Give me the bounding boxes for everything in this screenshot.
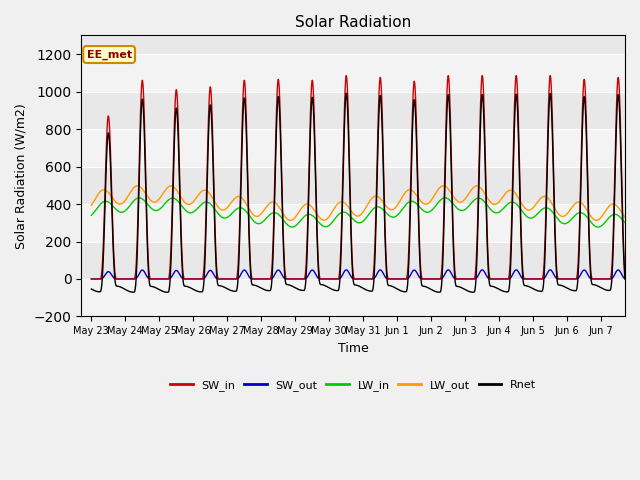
SW_in <box>342 73 350 79</box>
SW_out <box>557 276 565 282</box>
Line: LW_out: LW_out <box>92 186 635 220</box>
SW_out <box>623 276 631 282</box>
SW_out <box>527 276 534 282</box>
Rnet <box>558 283 566 288</box>
Rnet <box>527 285 535 290</box>
Bar <box>81 129 625 167</box>
LW_out <box>259 208 267 214</box>
SW_in <box>623 276 631 282</box>
SW_in <box>88 276 95 282</box>
SW_out <box>396 276 404 282</box>
SW_in <box>557 276 565 282</box>
LW_in <box>527 215 535 221</box>
Title: Solar Radiation: Solar Radiation <box>295 15 412 30</box>
LW_in <box>289 224 296 230</box>
Legend: SW_in, SW_out, LW_in, LW_out, Rnet: SW_in, SW_out, LW_in, LW_out, Rnet <box>166 375 540 395</box>
LW_out <box>558 214 566 219</box>
Line: Rnet: Rnet <box>92 93 635 292</box>
SW_out <box>259 276 267 282</box>
Rnet <box>88 286 95 292</box>
LW_out <box>142 191 150 197</box>
Line: SW_in: SW_in <box>92 76 635 279</box>
Rnet <box>142 180 150 186</box>
Rnet <box>396 288 404 293</box>
Bar <box>81 204 625 241</box>
Rnet <box>631 285 639 290</box>
LW_out <box>396 198 404 204</box>
SW_in <box>631 276 639 282</box>
Line: LW_in: LW_in <box>92 198 635 227</box>
SW_in <box>142 167 150 173</box>
X-axis label: Time: Time <box>338 342 369 355</box>
Rnet <box>259 286 267 292</box>
Rnet <box>624 282 632 288</box>
LW_in <box>88 212 95 218</box>
LW_out <box>88 203 95 208</box>
LW_in <box>631 223 639 228</box>
Text: EE_met: EE_met <box>86 49 132 60</box>
LW_out <box>631 214 639 219</box>
SW_out <box>342 267 350 273</box>
LW_in <box>136 195 143 201</box>
LW_in <box>396 209 404 215</box>
LW_in <box>142 199 150 205</box>
Bar <box>81 279 625 316</box>
Line: SW_out: SW_out <box>92 270 635 279</box>
LW_out <box>134 183 141 189</box>
Rnet <box>342 90 350 96</box>
LW_out <box>624 216 632 222</box>
Rnet <box>163 289 171 295</box>
Bar <box>81 54 625 92</box>
LW_out <box>527 206 535 212</box>
SW_in <box>396 276 404 282</box>
LW_in <box>558 220 566 226</box>
Y-axis label: Solar Radiation (W/m2): Solar Radiation (W/m2) <box>15 103 28 249</box>
SW_out <box>88 276 95 282</box>
SW_in <box>527 276 534 282</box>
SW_out <box>142 271 150 277</box>
SW_in <box>259 276 267 282</box>
LW_in <box>259 218 267 224</box>
SW_out <box>631 276 639 282</box>
LW_in <box>624 222 632 228</box>
LW_out <box>287 217 294 223</box>
